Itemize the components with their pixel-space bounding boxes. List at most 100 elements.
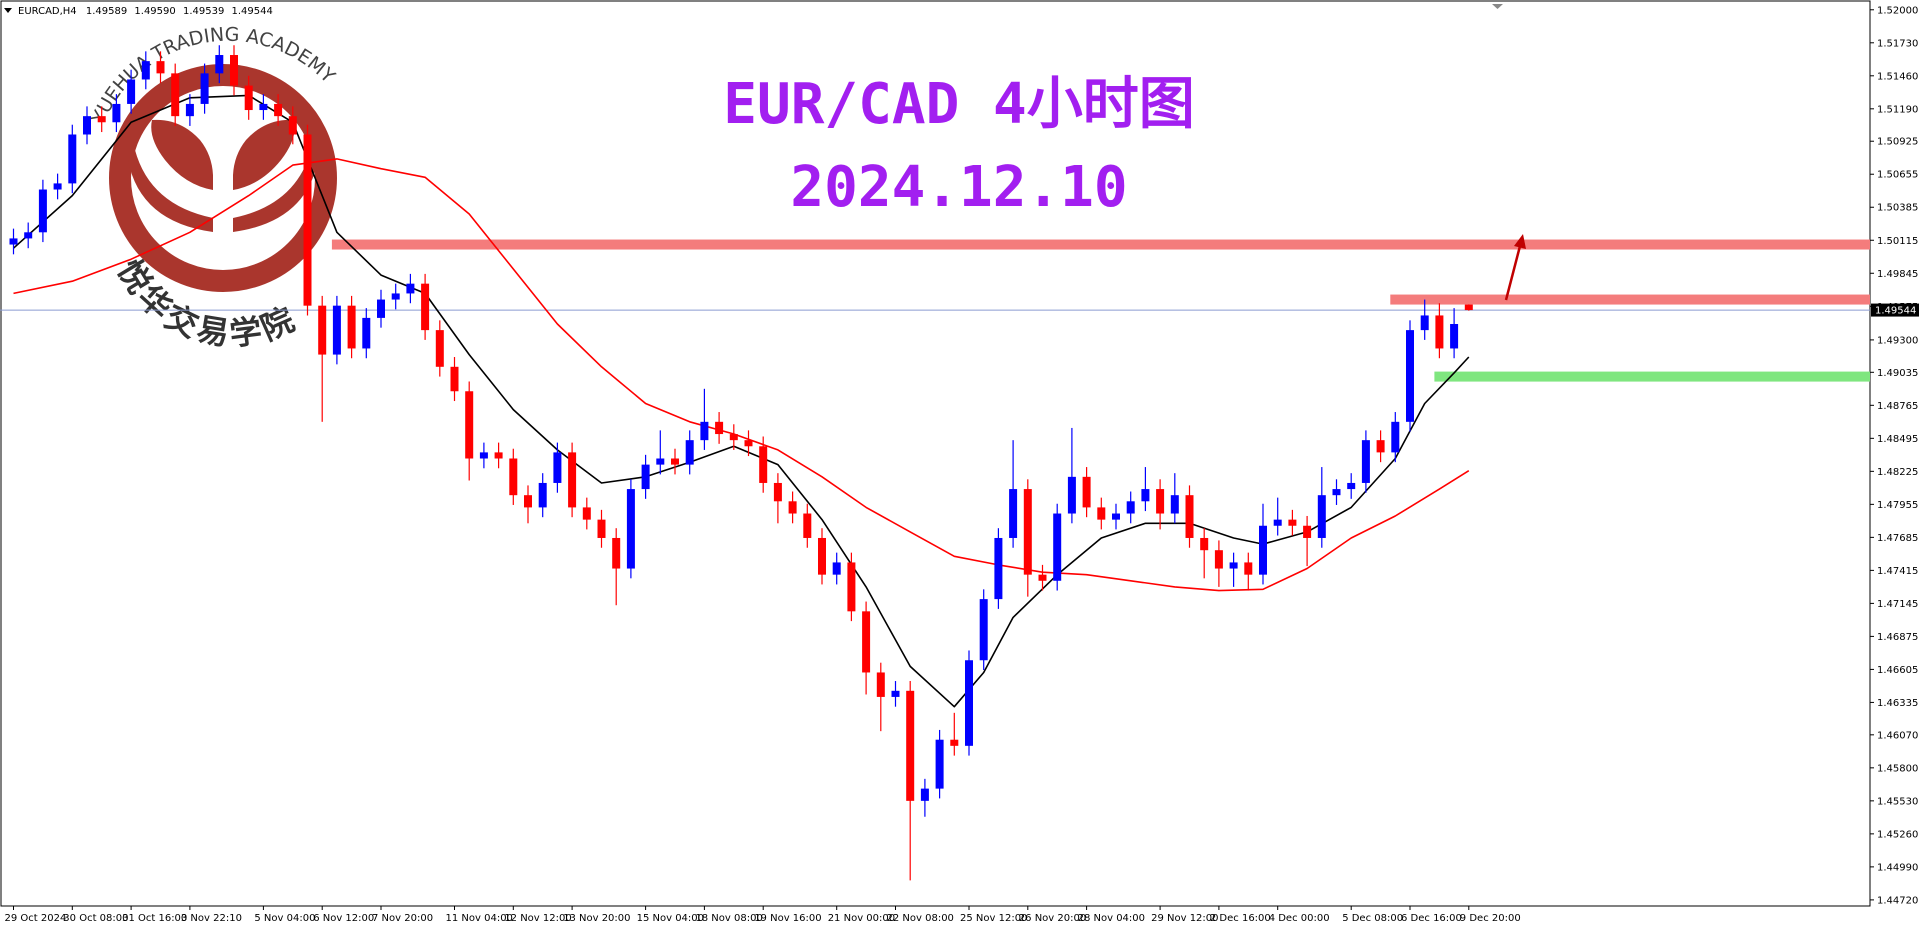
header-close: 1.49544 [232, 6, 273, 17]
candle-body [1273, 519, 1282, 526]
candle-body [818, 537, 826, 575]
candle-body [626, 489, 635, 569]
candle-body [479, 452, 488, 459]
y-tick-label: 1.44720 [1877, 895, 1918, 906]
candle-body [1156, 489, 1165, 514]
candle-body [1332, 489, 1341, 496]
level-zone [1390, 294, 1870, 305]
candle-body [1053, 513, 1062, 581]
candle-body [1200, 537, 1209, 551]
candle-body [891, 690, 900, 697]
candle-body [994, 537, 1003, 600]
x-tick-label: 29 Nov 12:00 [1151, 913, 1218, 924]
level-zone [331, 239, 1870, 250]
candle-body [83, 116, 91, 135]
candle-body [759, 446, 768, 483]
candle-body [465, 391, 474, 459]
candle-body [435, 330, 444, 367]
candle-body [362, 317, 371, 349]
x-tick-label: 6 Dec 16:00 [1401, 913, 1462, 924]
x-tick-label: 12 Nov 12:00 [504, 913, 571, 924]
candle-body [729, 434, 738, 441]
x-tick-label: 9 Dec 20:00 [1460, 913, 1521, 924]
candle-body [1009, 489, 1018, 538]
candle-body [832, 562, 841, 575]
y-tick-label: 1.49300 [1877, 335, 1918, 346]
level-zone [1434, 371, 1870, 382]
candle-body [906, 690, 915, 801]
y-tick-label: 1.50655 [1877, 170, 1918, 181]
y-tick-label: 1.47145 [1877, 599, 1918, 610]
candle-body [1214, 550, 1223, 569]
x-tick-label: 22 Nov 08:00 [887, 913, 954, 924]
candle-body [568, 452, 577, 508]
candle-body [1303, 525, 1312, 538]
x-tick-label: 11 Nov 04:00 [446, 913, 513, 924]
candle-body [1126, 501, 1135, 514]
candle-body [141, 61, 150, 80]
candle-body [1170, 495, 1179, 514]
x-tick-label: 15 Nov 04:00 [637, 913, 704, 924]
candle-body [97, 116, 106, 123]
candle-body [200, 73, 209, 104]
y-tick-label: 1.47955 [1877, 500, 1918, 511]
candle-body [876, 672, 885, 697]
chart-header: EURCAD,H4 1.49589 1.49590 1.49539 1.4954… [18, 6, 273, 17]
candle-body [53, 183, 62, 190]
candle-body [1082, 476, 1091, 508]
candle-body [377, 299, 385, 318]
y-tick-label: 1.46070 [1877, 730, 1918, 741]
y-tick-label: 1.52000 [1877, 5, 1918, 16]
y-tick-label: 1.45530 [1877, 796, 1918, 807]
candle-body [612, 537, 621, 569]
candle-body [156, 61, 165, 74]
candle-body [1435, 315, 1444, 349]
candle-body [1067, 476, 1076, 514]
candle-body [318, 305, 327, 355]
candle-body [1376, 440, 1385, 453]
y-tick-label: 1.51460 [1877, 71, 1918, 82]
candle-body [1259, 525, 1267, 575]
x-tick-label: 13 Nov 20:00 [563, 913, 630, 924]
candle-body [788, 501, 797, 514]
candle-body [244, 85, 253, 111]
x-tick-label: 21 Nov 00:00 [828, 913, 895, 924]
y-tick-label: 1.47415 [1877, 566, 1918, 577]
candle-body [24, 232, 33, 239]
candle-body [597, 519, 606, 538]
header-open: 1.49589 [86, 6, 127, 17]
candle-body [288, 116, 297, 135]
logo-leaf [233, 119, 295, 268]
y-tick-label: 1.50925 [1877, 137, 1918, 148]
y-tick-label: 1.51730 [1877, 38, 1918, 49]
candle-body [950, 739, 959, 746]
y-tick-label: 1.45800 [1877, 763, 1918, 774]
x-tick-label: 5 Dec 08:00 [1342, 913, 1403, 924]
candle-body [347, 305, 356, 349]
y-tick-label: 1.48225 [1877, 467, 1918, 478]
y-tick-label: 1.51190 [1877, 104, 1918, 115]
candle-body [1464, 304, 1473, 311]
x-tick-label: 2 Dec 16:00 [1210, 913, 1271, 924]
candle-body [1244, 562, 1253, 575]
y-tick-label: 1.46875 [1877, 632, 1918, 643]
candle-body [700, 421, 709, 441]
candle-body [68, 134, 77, 184]
x-tick-label: 3 Nov 22:10 [181, 913, 242, 924]
candle-body [127, 79, 136, 104]
x-tick-label: 7 Nov 20:00 [372, 913, 433, 924]
plot-frame [0, 0, 1871, 907]
candle-body [1347, 482, 1356, 490]
price-tag [1871, 303, 1919, 317]
y-tick-label: 1.49845 [1877, 269, 1918, 280]
candle-body [553, 452, 562, 483]
candle-body [332, 305, 341, 355]
menu-marker [4, 8, 12, 13]
arrow [1504, 245, 1522, 301]
candle-body [230, 55, 238, 86]
candle-body [421, 283, 430, 331]
candle-body [1112, 513, 1120, 520]
candle-body [185, 103, 194, 117]
